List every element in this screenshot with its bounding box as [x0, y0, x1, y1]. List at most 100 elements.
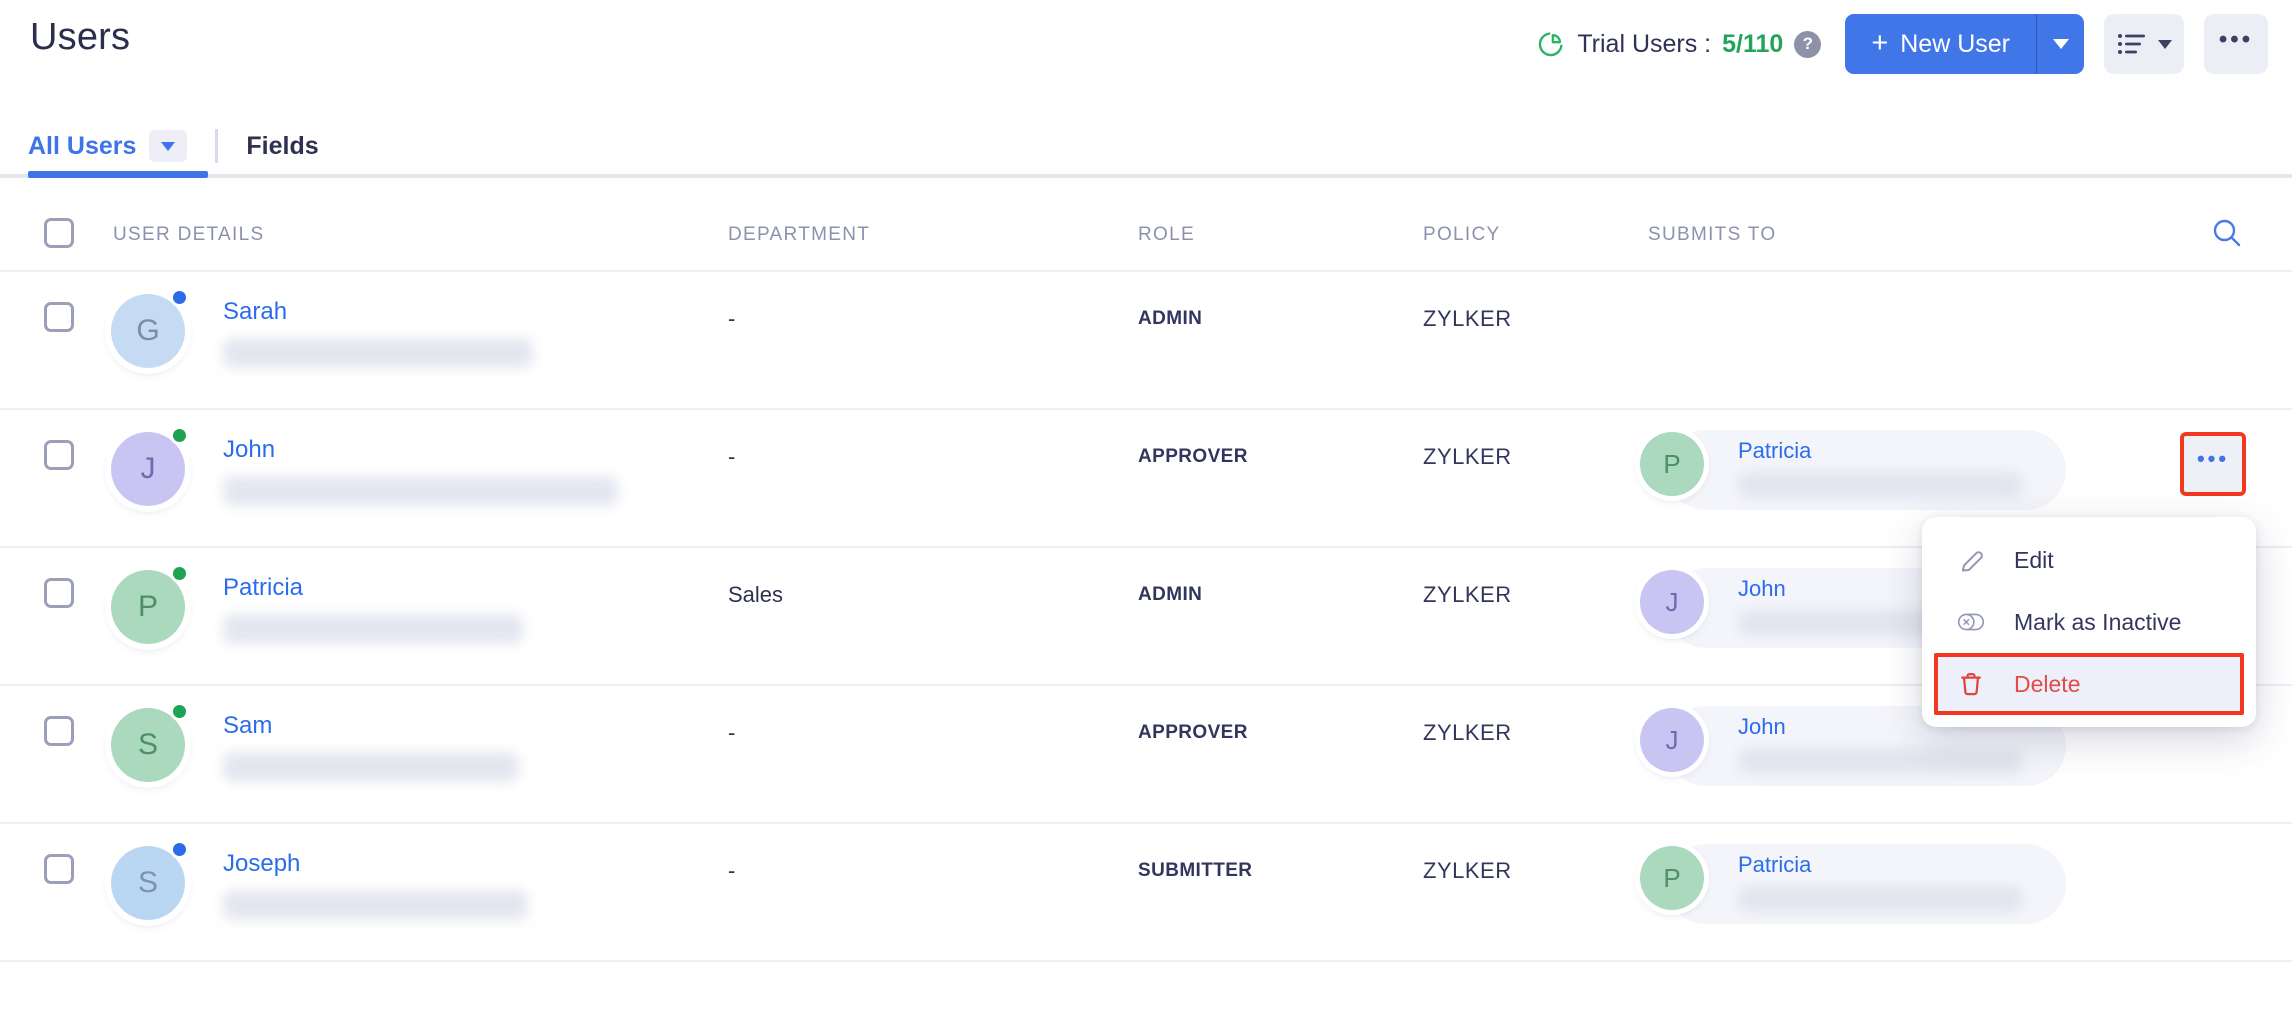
avatar-letter: P [1663, 862, 1681, 893]
email-blurred [1738, 748, 2023, 774]
row-checkbox[interactable] [44, 578, 74, 608]
search-icon [2213, 219, 2241, 246]
status-dot [170, 702, 189, 721]
table-row: S Joseph - SUBMITTER ZYLKER P Patricia [0, 824, 2292, 962]
trial-users-label: Trial Users : [1577, 29, 1712, 58]
avatar-letter: S [137, 866, 158, 899]
new-user-dropdown-button[interactable] [2036, 14, 2084, 74]
department-value: - [728, 306, 736, 331]
tab-all-users[interactable]: All Users [28, 130, 188, 162]
new-user-button[interactable]: + New User [1845, 14, 2036, 74]
active-tab-underline [28, 171, 208, 178]
row-more-actions-button-highlighted[interactable]: ••• [2180, 432, 2246, 496]
table-header: USER DETAILS DEPARTMENT ROLE POLICY SUBM… [0, 200, 2292, 272]
pie-chart-icon [1539, 32, 1563, 57]
avatar-letter: J [1665, 586, 1679, 617]
tab-divider [215, 129, 219, 163]
trial-users-indicator: Trial Users : 5/110 ? [1536, 29, 1822, 59]
column-department: DEPARTMENT [728, 224, 871, 245]
tab-bar: All Users Fields [0, 118, 2292, 178]
select-all-checkbox[interactable] [44, 217, 74, 248]
new-user-button-label: New User [1900, 29, 2010, 58]
department-value: - [728, 720, 736, 745]
user-name-link[interactable]: Sam [223, 712, 273, 739]
chevron-down-icon [2052, 39, 2069, 49]
status-dot [170, 288, 189, 307]
toggle-inactive-icon [1954, 609, 1988, 635]
user-name-link[interactable]: John [223, 436, 276, 463]
user-name-link[interactable]: Joseph [223, 850, 301, 877]
table-row: S Sam - APPROVER ZYLKER J John [0, 686, 2292, 824]
role-value: ADMIN [1138, 308, 1203, 329]
search-button[interactable] [2180, 216, 2292, 255]
role-value: ADMIN [1138, 584, 1203, 605]
avatar: P [105, 564, 191, 652]
help-icon[interactable]: ? [1794, 30, 1822, 58]
row-checkbox[interactable] [44, 302, 74, 332]
submits-to-name-link[interactable]: Patricia [1738, 438, 1812, 463]
table-row: G Sarah - ADMIN ZYLKER [0, 272, 2292, 410]
menu-item-label: Edit [2014, 546, 2054, 573]
email-blurred [1738, 472, 2023, 498]
avatar-letter: P [137, 590, 158, 623]
user-table-body: G Sarah - ADMIN ZYLKER J [0, 272, 2292, 962]
avatar: S [105, 840, 191, 928]
user-name-link[interactable]: Patricia [223, 574, 304, 601]
status-dot [170, 840, 189, 859]
email-blurred [223, 890, 528, 920]
role-value: APPROVER [1138, 722, 1248, 743]
avatar: P [1640, 432, 1704, 496]
avatar-letter: S [137, 728, 158, 761]
user-name-link[interactable]: Sarah [223, 298, 288, 325]
chevron-down-icon [161, 141, 176, 151]
avatar: G [105, 288, 191, 376]
role-value: APPROVER [1138, 446, 1248, 467]
department-value: Sales [728, 582, 784, 607]
policy-value: ZYLKER [1423, 858, 1512, 883]
row-checkbox[interactable] [44, 440, 74, 470]
submits-to-card: J John [1640, 704, 2080, 804]
trash-icon [1954, 670, 1988, 698]
view-options-button[interactable] [2104, 14, 2184, 74]
role-value: SUBMITTER [1138, 860, 1253, 881]
status-dot [170, 426, 189, 445]
avatar: P [1640, 846, 1704, 910]
menu-item-edit[interactable]: Edit [1922, 529, 2256, 591]
avatar: J [105, 426, 191, 514]
avatar: J [1640, 570, 1704, 634]
pencil-icon [1954, 546, 1988, 574]
email-blurred [223, 476, 618, 506]
tab-all-users-label: All Users [28, 131, 137, 160]
submits-to-card: P Patricia [1640, 428, 2080, 528]
row-checkbox[interactable] [44, 854, 74, 884]
header-controls: Trial Users : 5/110 ? + New User ••• [1536, 14, 2268, 74]
avatar-letter: G [136, 314, 160, 347]
avatar-letter: P [1663, 448, 1681, 479]
email-blurred [223, 752, 519, 782]
new-user-split-button: + New User [1845, 14, 2084, 74]
policy-value: ZYLKER [1423, 582, 1512, 607]
menu-item-mark-as-inactive[interactable]: Mark as Inactive [1922, 591, 2256, 653]
column-policy: POLICY [1423, 224, 1501, 245]
avatar: S [105, 702, 191, 790]
more-options-button[interactable]: ••• [2204, 14, 2268, 74]
submits-to-name-link[interactable]: John [1738, 714, 1786, 739]
row-checkbox[interactable] [44, 716, 74, 746]
tab-dropdown-chip[interactable] [149, 130, 188, 162]
status-dot [170, 564, 189, 583]
row-actions-context-menu: Edit Mark as Inactive Delete [1922, 517, 2256, 727]
email-blurred [223, 614, 523, 644]
department-value: - [728, 858, 736, 883]
avatar-letter: J [1665, 724, 1679, 755]
submits-to-card: P Patricia [1640, 842, 2080, 942]
menu-item-delete-highlighted[interactable]: Delete [1934, 653, 2244, 715]
menu-item-label: Delete [2014, 670, 2081, 697]
menu-item-label: Mark as Inactive [2014, 608, 2182, 635]
tab-fields[interactable]: Fields [246, 131, 319, 160]
policy-value: ZYLKER [1423, 720, 1512, 745]
submits-to-name-link[interactable]: Patricia [1738, 852, 1812, 877]
policy-value: ZYLKER [1423, 444, 1512, 469]
policy-value: ZYLKER [1423, 306, 1512, 331]
submits-to-name-link[interactable]: John [1738, 576, 1786, 601]
